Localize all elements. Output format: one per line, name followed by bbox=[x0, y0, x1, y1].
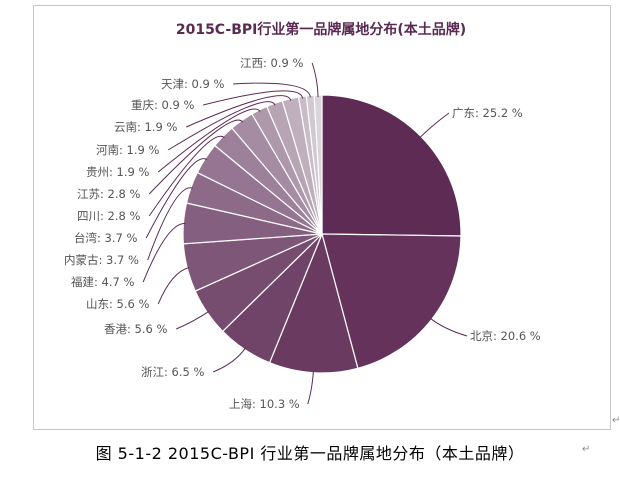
leader-line-5 bbox=[176, 310, 210, 330]
chart-title: 2015C-BPI行业第一品牌属地分布(本土品牌) bbox=[176, 21, 466, 38]
slice-label-4: 浙江: 6.5 % bbox=[141, 365, 204, 379]
pie-slices bbox=[182, 94, 462, 374]
leader-lines bbox=[142, 62, 468, 405]
slice-label-2: 北京: 20.6 % bbox=[470, 329, 541, 343]
slice-label-9: 台湾: 3.7 % bbox=[74, 231, 137, 245]
slice-labels: 广东: 25.2 % 北京: 20.6 % 上海: 10.3 % 浙江: 6.5 % 香… bbox=[64, 56, 541, 411]
leader-line-12 bbox=[157, 108, 261, 173]
leader-line-6 bbox=[157, 267, 190, 305]
leader-line-13 bbox=[167, 101, 276, 151]
slice-label-8: 内蒙古: 3.7 % bbox=[64, 253, 139, 267]
slice-label-3: 上海: 10.3 % bbox=[229, 397, 300, 411]
slice-label-11: 江苏: 2.8 % bbox=[77, 187, 140, 201]
leader-line-1 bbox=[419, 112, 450, 139]
pie-slice-1 bbox=[321, 94, 462, 237]
leader-line-10 bbox=[148, 135, 225, 217]
caption-paragraph-mark: ↵ bbox=[582, 444, 591, 455]
leader-line-7 bbox=[142, 222, 186, 283]
leader-line-2 bbox=[429, 317, 468, 337]
slice-label-5: 香港: 5.6 % bbox=[104, 322, 167, 336]
leader-line-8 bbox=[147, 187, 194, 261]
leader-line-4 bbox=[213, 347, 247, 373]
slice-label-1: 广东: 25.2 % bbox=[452, 106, 523, 120]
leader-line-9 bbox=[145, 158, 208, 239]
leader-line-3 bbox=[307, 370, 314, 405]
slice-label-12: 贵州: 1.9 % bbox=[86, 165, 149, 179]
slice-label-15: 重庆: 0.9 % bbox=[131, 98, 194, 112]
slice-label-10: 四川: 2.8 % bbox=[77, 209, 140, 223]
leader-line-11 bbox=[148, 119, 244, 195]
leader-line-16 bbox=[233, 82, 311, 98]
leader-line-14 bbox=[185, 95, 292, 128]
figure-caption: 图 5-1-2 2015C-BPI 行业第一品牌属地分布（本土品牌） bbox=[95, 444, 525, 463]
leader-line-15 bbox=[203, 90, 304, 106]
slice-label-14: 云南: 1.9 % bbox=[114, 120, 177, 134]
slice-label-13: 河南: 1.9 % bbox=[96, 143, 159, 157]
paragraph-mark: ↵ bbox=[612, 415, 620, 426]
slice-label-17: 江西: 0.9 % bbox=[240, 56, 303, 70]
slice-label-7: 福建: 4.7 % bbox=[71, 275, 134, 289]
slice-label-16: 天津: 0.9 % bbox=[161, 77, 224, 91]
slice-label-6: 山东: 5.6 % bbox=[86, 297, 149, 311]
leader-line-17 bbox=[311, 62, 319, 98]
